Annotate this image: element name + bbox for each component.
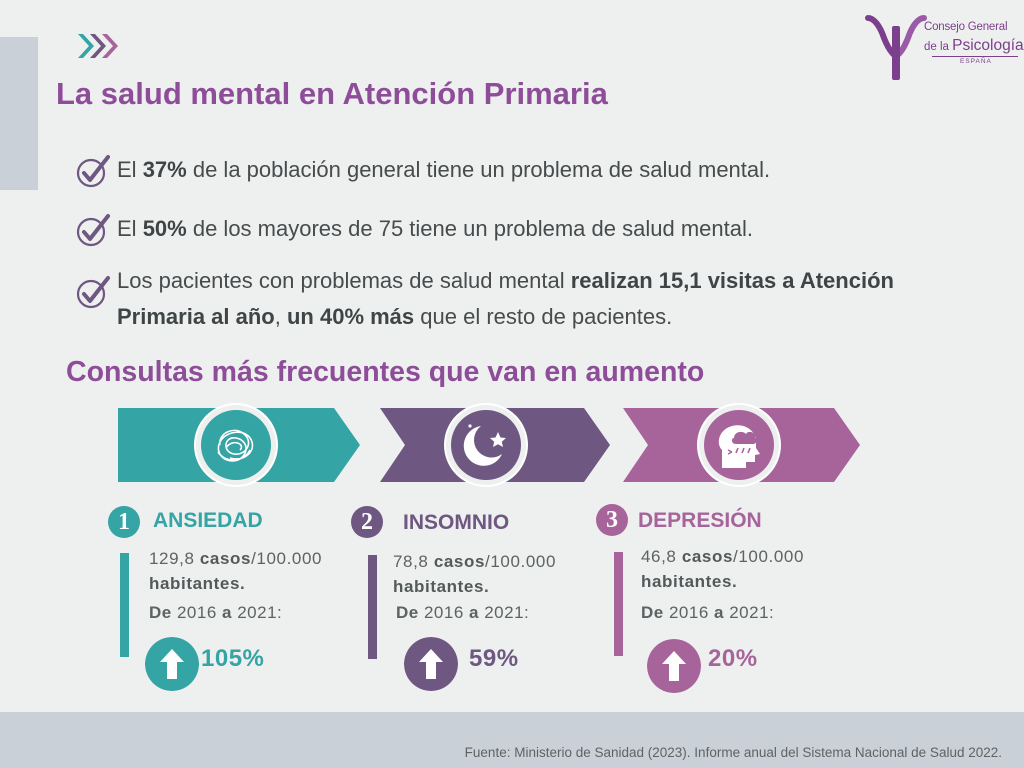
check-icon — [76, 214, 110, 247]
moon-star-icon — [444, 403, 528, 487]
check-icon — [76, 276, 110, 309]
consulta-rate: 78,8 casos/100.000 habitantes. — [393, 552, 557, 596]
logo-line-espana: ESPAÑA — [932, 56, 1018, 66]
check-icon — [76, 155, 110, 188]
logo-line-psicologia: de la Psicología — [924, 37, 1024, 54]
consulta-change: 105% — [201, 645, 265, 672]
left-accent-bar — [0, 37, 38, 190]
tangled-thoughts-icon — [194, 403, 278, 487]
consulta-period: De 2016 a 2021: — [641, 603, 775, 622]
consulta-title: ANSIEDAD — [153, 509, 263, 532]
number-badge: 2 — [351, 506, 383, 538]
number-badge: 1 — [108, 506, 140, 538]
logo-line-consejo: Consejo General — [924, 21, 1008, 33]
bullet-text: Los pacientes con problemas de salud men… — [117, 268, 894, 329]
triple-chevron-icon — [78, 34, 118, 58]
consulta-period: De 2016 a 2021: — [396, 603, 530, 622]
bullet-text: El 50% de los mayores de 75 tiene un pro… — [117, 216, 753, 241]
bullet-item: El 37% de la población general tiene un … — [75, 152, 945, 192]
consulta-period: De 2016 a 2021: — [149, 603, 283, 622]
arrow-up-icon — [404, 637, 458, 691]
consulta-change: 59% — [469, 645, 519, 672]
source-note: Fuente: Ministerio de Sanidad (2023). In… — [464, 745, 1002, 760]
psi-logo-icon — [865, 15, 927, 80]
section-title: Consultas más frecuentes que van en aume… — [66, 356, 705, 388]
accent-bar — [120, 553, 129, 657]
bullet-text: El 37% de la población general tiene un … — [117, 157, 771, 182]
number-badge: 3 — [596, 504, 628, 536]
logo-line2-prefix: de la — [924, 40, 953, 53]
bullet-item: El 50% de los mayores de 75 tiene un pro… — [75, 211, 945, 251]
consulta-rate: 46,8 casos/100.000 habitantes. — [641, 547, 805, 591]
consulta-rate: 129,8 casos/100.000 habitantes. — [149, 549, 323, 593]
accent-bar — [368, 555, 377, 659]
arrow-up-icon — [647, 639, 701, 693]
head-rain-cloud-icon — [697, 403, 781, 487]
accent-bar — [614, 552, 623, 656]
arrow-up-icon — [145, 637, 199, 691]
bullet-item: Los pacientes con problemas de salud men… — [75, 263, 945, 337]
footer-band: Fuente: Ministerio de Sanidad (2023). In… — [0, 712, 1024, 768]
page-title: La salud mental en Atención Primaria — [56, 76, 608, 111]
consultas-chevron-band — [118, 403, 860, 487]
organization-logo: Consejo General de la Psicología ESPAÑA — [864, 12, 1024, 86]
consulta-change: 20% — [708, 645, 758, 672]
consulta-title: DEPRESIÓN — [638, 509, 762, 532]
logo-line2-main: Psicología — [952, 36, 1024, 54]
consulta-title: INSOMNIO — [403, 511, 510, 534]
logo-wordmark: Consejo General de la Psicología ESPAÑA — [924, 21, 1024, 66]
